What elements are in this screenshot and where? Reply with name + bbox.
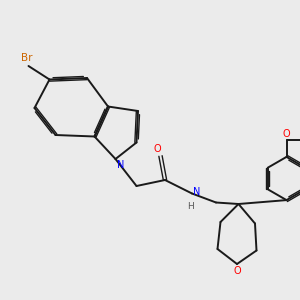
- Text: O: O: [233, 266, 241, 276]
- Text: N: N: [117, 160, 124, 170]
- Text: H: H: [187, 202, 194, 211]
- Text: N: N: [193, 187, 200, 197]
- Text: O: O: [282, 129, 290, 139]
- Text: Br: Br: [21, 53, 33, 63]
- Text: O: O: [153, 144, 161, 154]
